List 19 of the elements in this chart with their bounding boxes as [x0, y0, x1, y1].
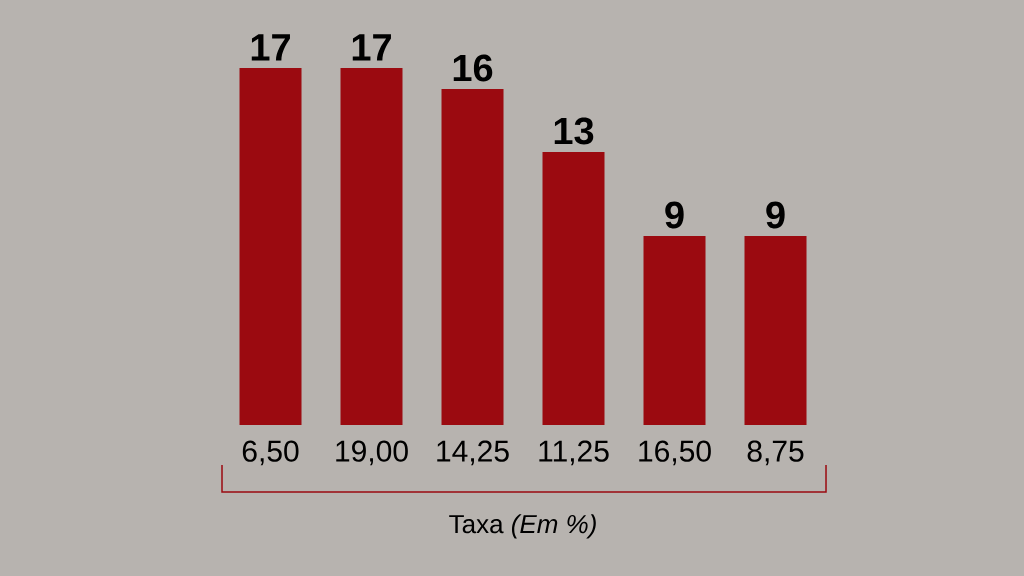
bar: [441, 89, 504, 425]
bar: [239, 68, 302, 425]
x-axis-title: Taxa (Em %): [449, 514, 596, 539]
data-label: 17: [251, 34, 290, 61]
bar: [542, 152, 605, 425]
x-tick-label: 8,75: [747, 440, 804, 466]
x-tick-label: 16,50: [639, 440, 711, 466]
data-label: 16: [453, 54, 493, 82]
bar: [340, 68, 403, 425]
data-label: 9: [766, 201, 785, 229]
data-label: 9: [665, 201, 684, 229]
x-tick-label: 14,25: [437, 440, 509, 466]
x-tick-label: 11,25: [539, 440, 609, 466]
x-tick-label: 6,50: [242, 440, 299, 466]
data-label: 17: [352, 34, 391, 61]
bar: [643, 236, 706, 425]
data-label: 13: [554, 117, 594, 145]
bar: [744, 236, 807, 425]
x-tick-label: 19,00: [336, 440, 408, 466]
